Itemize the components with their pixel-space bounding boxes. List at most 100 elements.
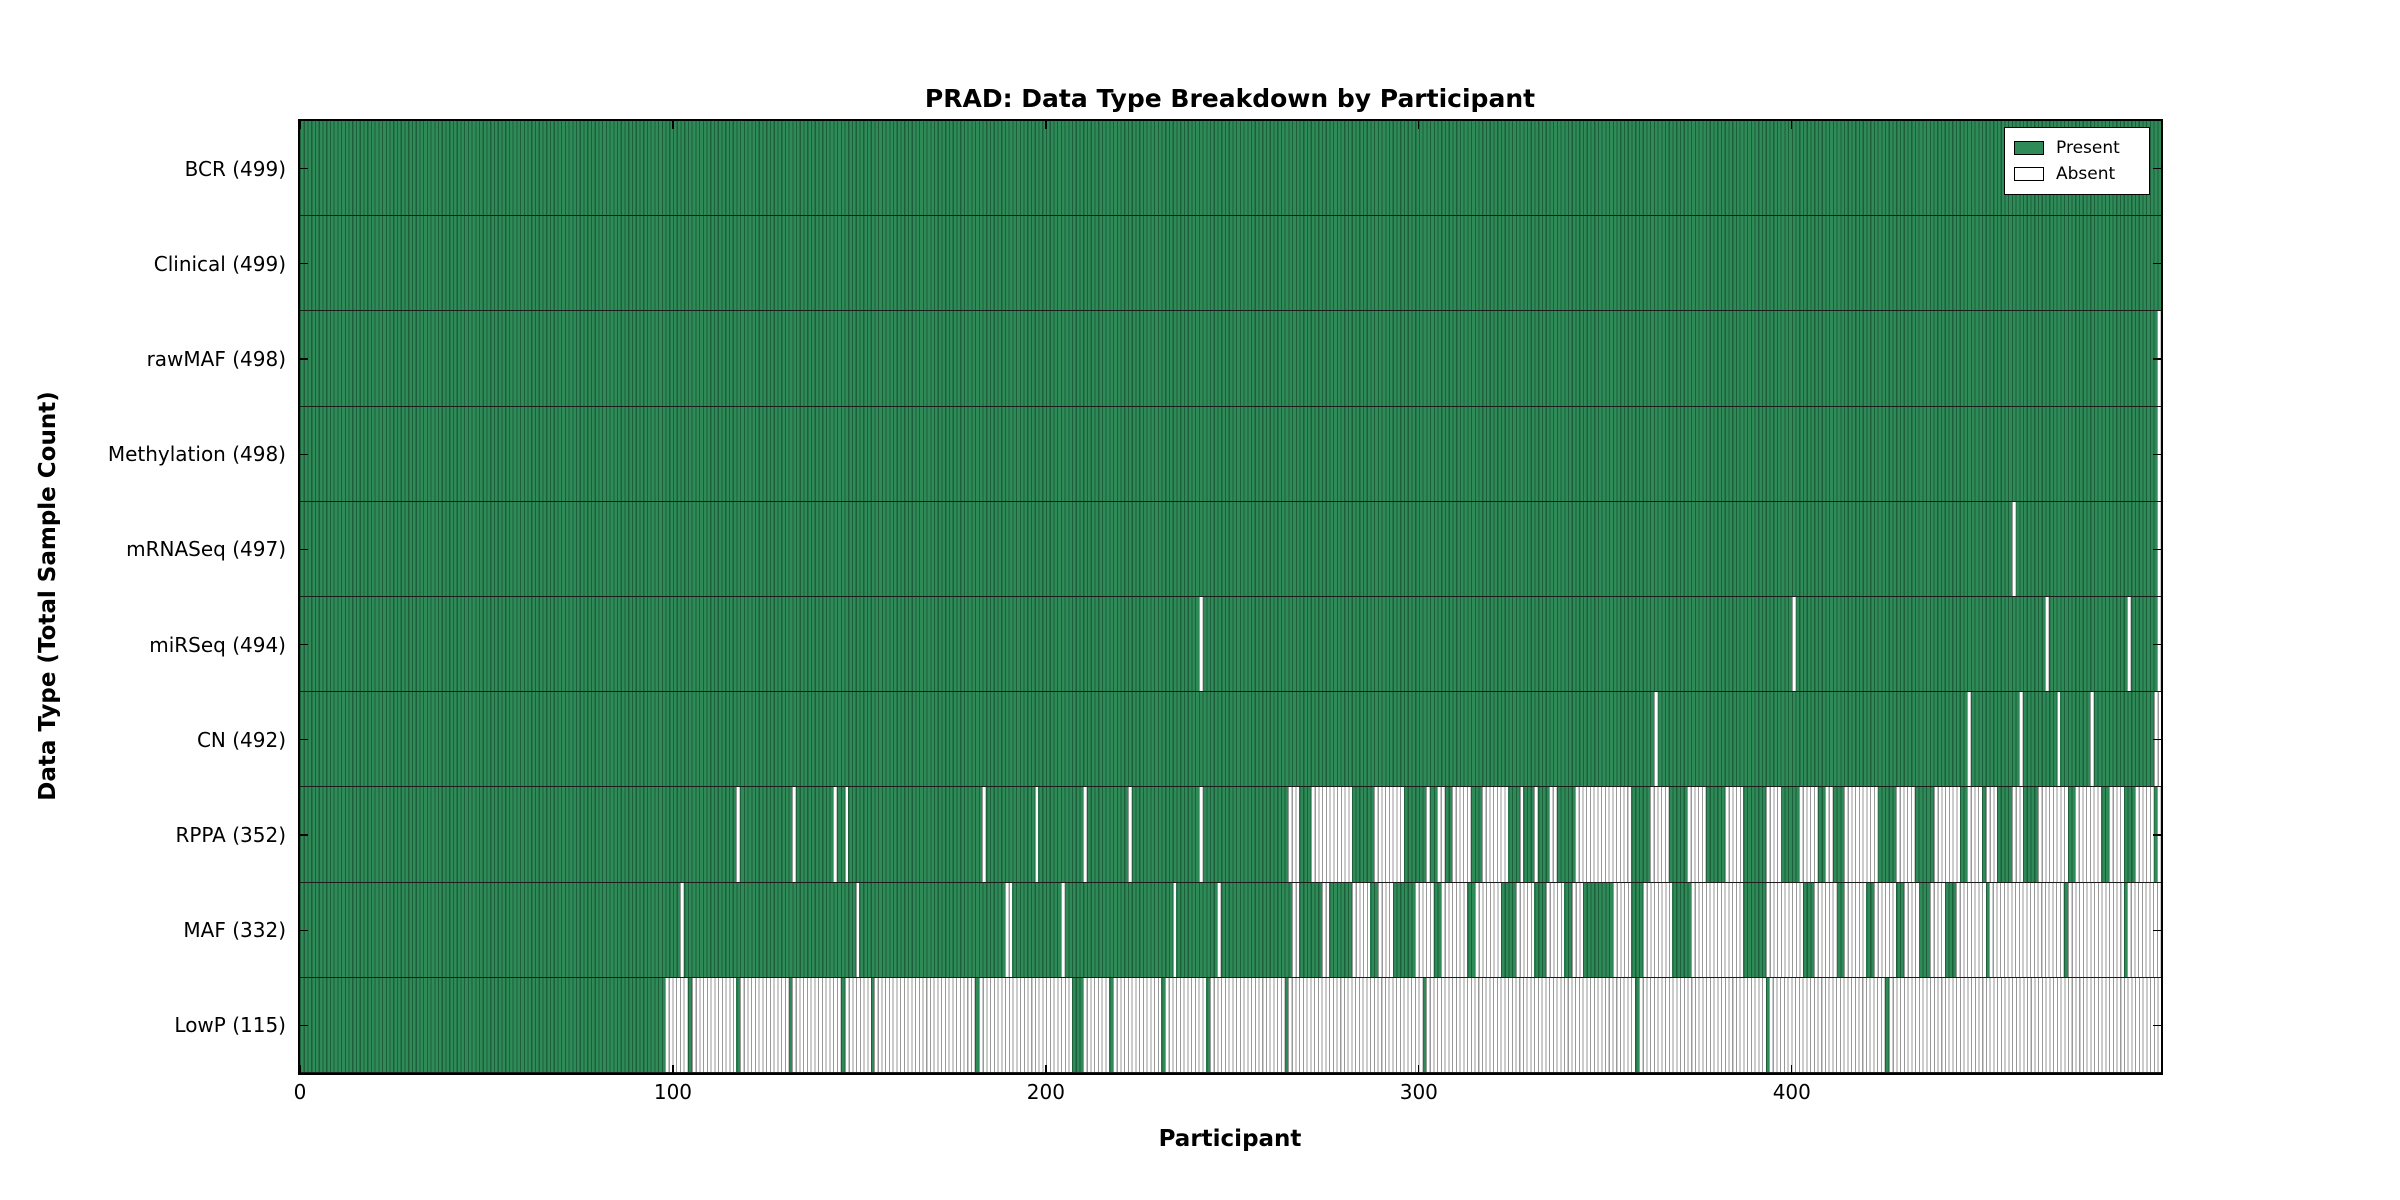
absent-run xyxy=(1653,692,1658,787)
absent-run xyxy=(1127,787,1132,882)
y-tick-mark xyxy=(2153,1024,2161,1027)
absent-run xyxy=(1612,882,1632,977)
y-tick-label: Methylation (498) xyxy=(107,442,286,467)
absent-run xyxy=(1482,787,1509,882)
absent-run xyxy=(1534,787,1539,882)
absent-run xyxy=(1888,977,2161,1072)
absent-run xyxy=(1650,787,1669,882)
absent-run xyxy=(1765,787,1781,882)
y-tick-mark xyxy=(2153,167,2161,170)
absent-run xyxy=(844,787,849,882)
absent-run xyxy=(2108,787,2124,882)
absent-run xyxy=(1004,882,1013,977)
heatmap-row-methylation xyxy=(300,406,2161,502)
absent-run xyxy=(1769,977,1886,1072)
legend-entry-present: Present xyxy=(2014,135,2140,161)
absent-run xyxy=(1374,787,1404,882)
x-tick-mark xyxy=(1418,1065,1420,1073)
x-tick-mark xyxy=(1791,121,1793,129)
plot-area xyxy=(298,119,2163,1075)
x-tick-label: 300 xyxy=(1399,1080,1438,1104)
absent-run xyxy=(1415,882,1434,977)
y-tick-label: RPPA (352) xyxy=(175,823,286,847)
present-swatch xyxy=(2014,141,2044,155)
absent-run xyxy=(2045,596,2050,692)
y-tick-mark xyxy=(300,167,308,170)
absent-run xyxy=(1545,882,1565,977)
absent-run xyxy=(1575,787,1632,882)
legend-label-absent: Absent xyxy=(2056,163,2116,184)
heatmap-row-lowp xyxy=(300,977,2161,1073)
x-tick-mark xyxy=(300,1065,302,1073)
absent-run xyxy=(1426,787,1430,882)
absent-run xyxy=(1060,882,1065,977)
absent-run xyxy=(1873,882,1897,977)
absent-run xyxy=(1799,787,1818,882)
x-tick-mark xyxy=(672,1065,674,1073)
absent-run xyxy=(1638,977,1766,1072)
y-tick-mark xyxy=(2153,358,2161,360)
absent-swatch xyxy=(2014,167,2044,181)
legend: Present Absent xyxy=(2004,127,2150,195)
heatmap-row-cn xyxy=(300,692,2161,788)
heatmap-row-maf xyxy=(300,882,2161,978)
x-axis-label: Participant xyxy=(1158,1126,1302,1152)
absent-run xyxy=(1351,882,1371,977)
absent-run xyxy=(1691,882,1744,977)
absent-run xyxy=(1687,787,1706,882)
absent-run xyxy=(691,977,737,1072)
heatmap-row-mirseq xyxy=(300,596,2161,693)
absent-run xyxy=(1989,882,2065,977)
y-tick-mark xyxy=(300,548,308,551)
x-tick-mark xyxy=(1045,1065,1047,1073)
absent-run xyxy=(2037,787,2068,882)
absent-run xyxy=(1903,882,1919,977)
legend-entry-absent: Absent xyxy=(2014,161,2140,187)
heatmap-row-clinical xyxy=(300,216,2161,312)
absent-run xyxy=(1198,787,1203,882)
absent-run xyxy=(1377,882,1393,977)
absent-run xyxy=(1209,977,1285,1072)
absent-run xyxy=(1083,787,1087,882)
y-tick-mark xyxy=(300,929,308,931)
absent-run xyxy=(2067,882,2124,977)
absent-run xyxy=(1083,977,1110,1072)
absent-run xyxy=(1519,787,1524,882)
y-tick-mark xyxy=(2153,929,2161,931)
heatmap-row-mrnaseq xyxy=(300,501,2161,597)
absent-run xyxy=(1113,977,1162,1072)
absent-run xyxy=(2011,501,2016,596)
absent-run xyxy=(1765,882,1803,977)
y-tick-label: rawMAF (498) xyxy=(146,347,286,371)
absent-run xyxy=(1288,787,1300,882)
x-tick-mark xyxy=(1418,121,1420,129)
absent-run xyxy=(1217,882,1222,977)
y-tick-mark xyxy=(300,1024,308,1027)
absent-run xyxy=(2075,787,2102,882)
absent-run xyxy=(792,977,841,1072)
y-tick-mark xyxy=(300,739,308,741)
absent-run xyxy=(1814,882,1837,977)
y-tick-label: CN (492) xyxy=(196,727,286,752)
absent-run xyxy=(1452,787,1472,882)
y-tick-label: LowP (115) xyxy=(174,1013,286,1038)
absent-run xyxy=(1172,882,1177,977)
absent-run xyxy=(1426,977,1636,1072)
chart-title: PRAD: Data Type Breakdown by Participant xyxy=(924,84,1536,113)
absent-run xyxy=(1929,882,1945,977)
y-tick-mark xyxy=(2153,263,2161,265)
absent-run xyxy=(2134,787,2154,882)
y-tick-mark xyxy=(300,358,308,360)
x-tick-label: 100 xyxy=(653,1080,693,1104)
absent-run xyxy=(2127,596,2132,692)
y-tick-label: Clinical (499) xyxy=(153,251,286,276)
absent-run xyxy=(1967,787,1982,882)
x-tick-mark xyxy=(300,121,302,129)
y-tick-label: mRNASeq (497) xyxy=(126,537,286,562)
absent-run xyxy=(1933,787,1960,882)
x-tick-mark xyxy=(672,121,674,129)
y-tick-mark xyxy=(300,834,308,836)
heatmap-row-bcr xyxy=(300,121,2161,217)
y-tick-label: MAF (332) xyxy=(183,918,286,943)
